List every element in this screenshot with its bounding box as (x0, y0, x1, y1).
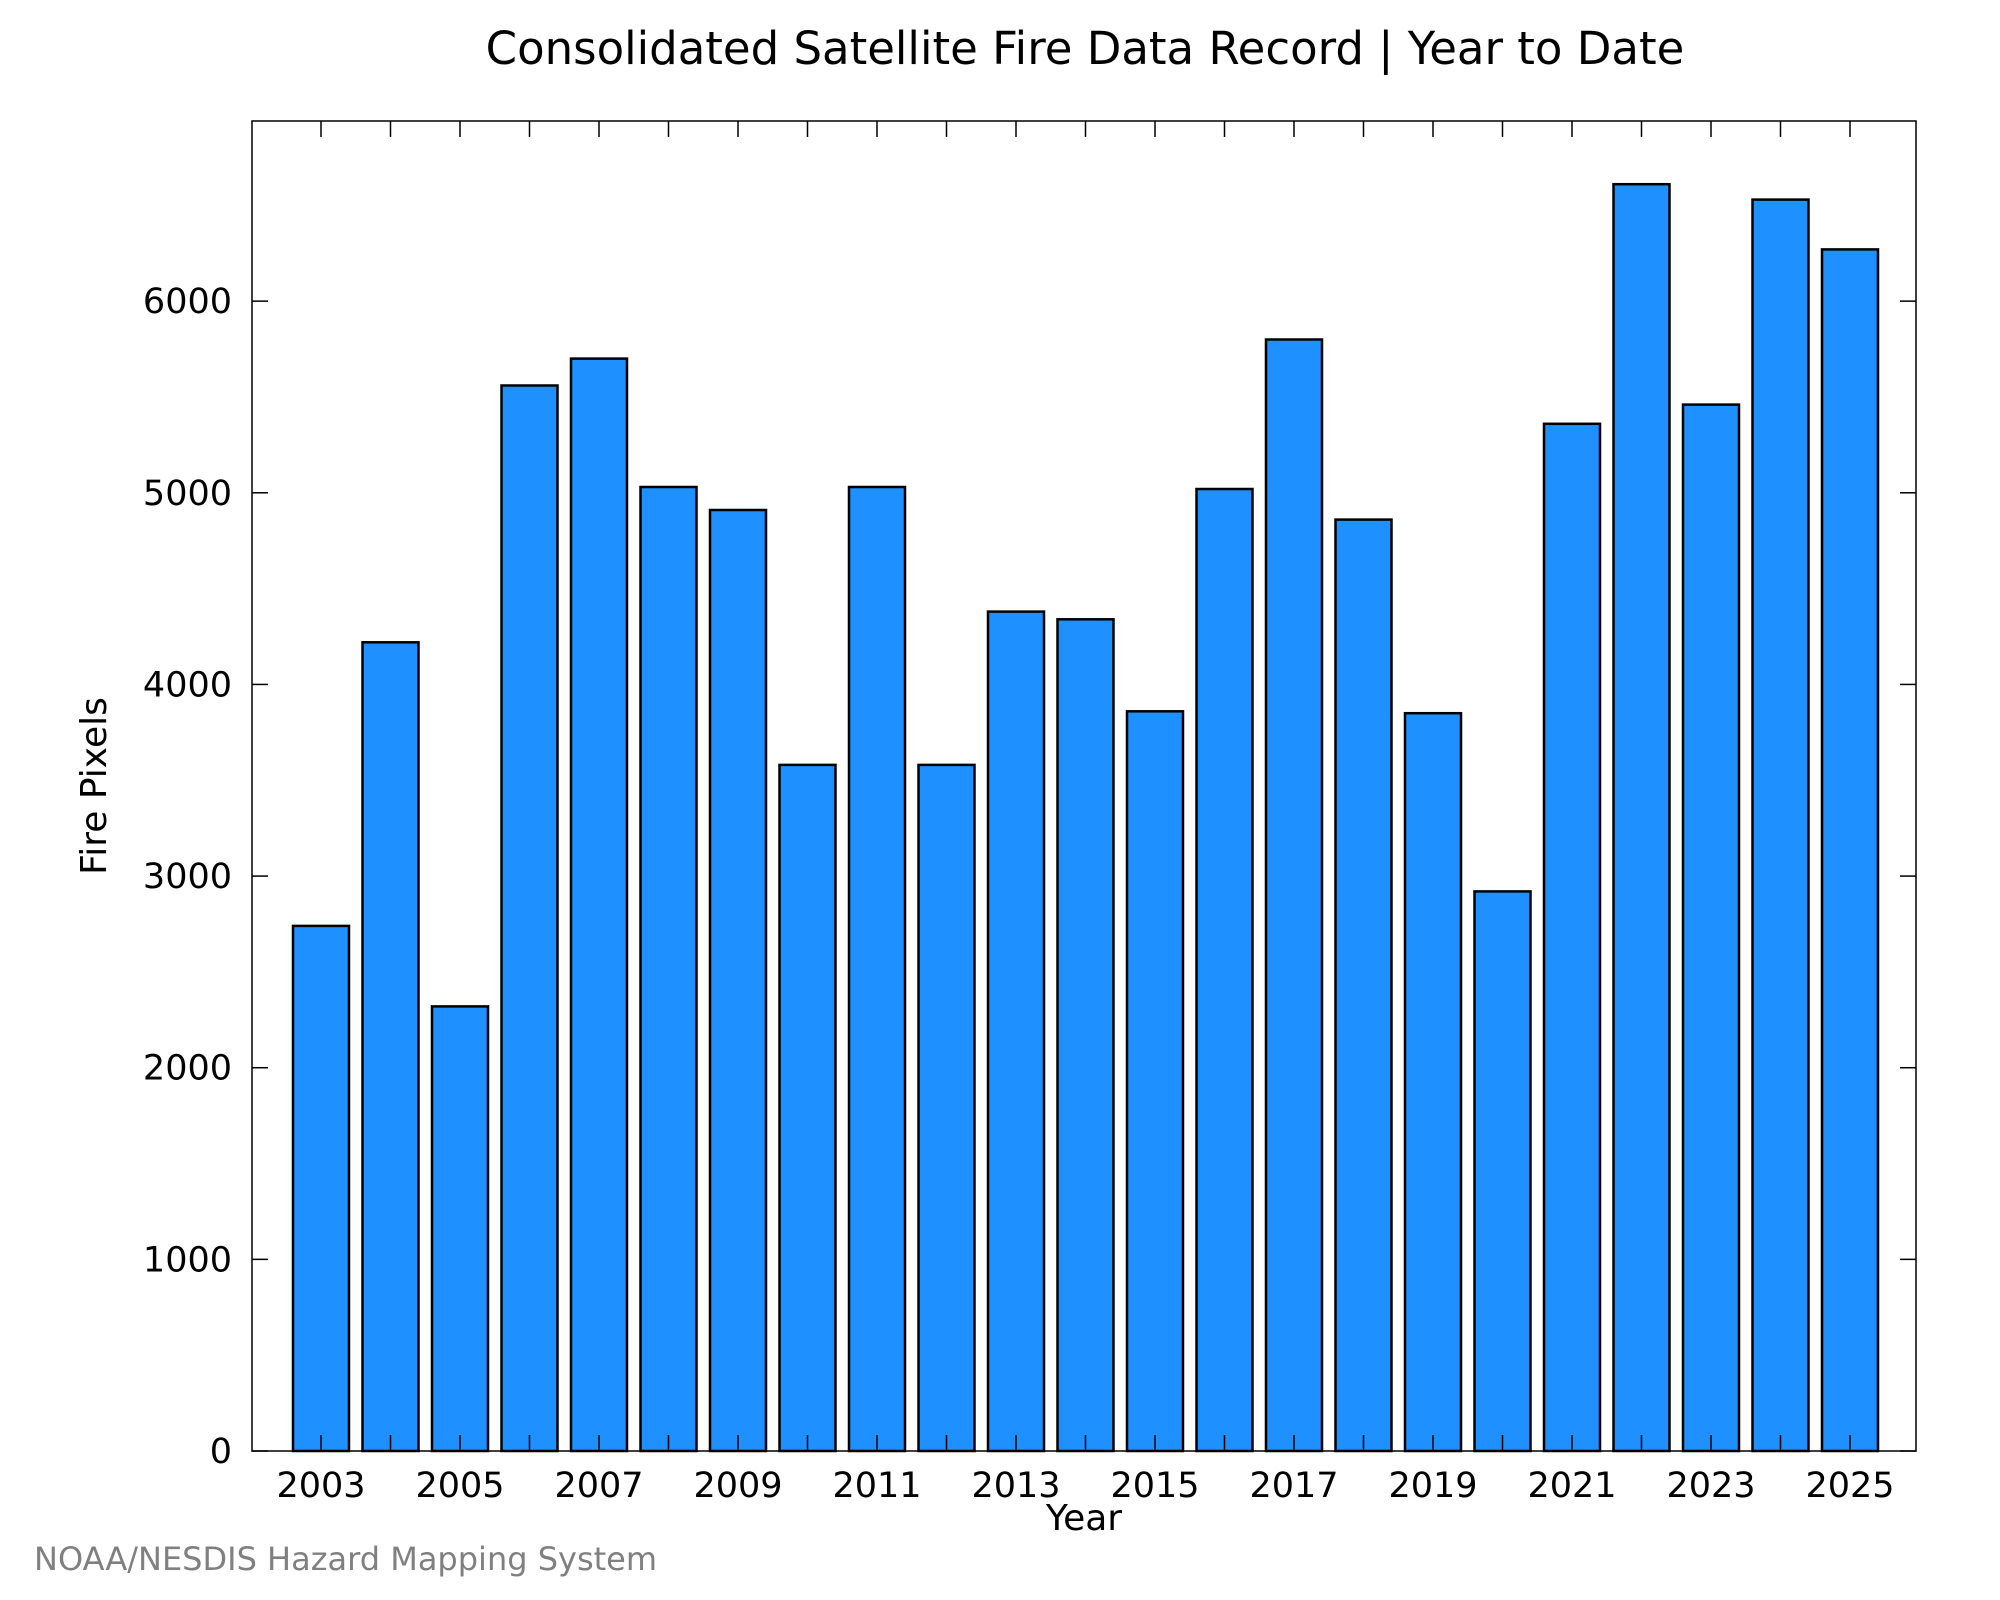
y-tick-label-3000: 3000 (143, 857, 232, 897)
y-tick-label-5000: 5000 (143, 474, 232, 514)
bar-2009 (708, 508, 768, 1453)
x-tick-label-2025: 2025 (1805, 1466, 1894, 1506)
x-tick-label-2011: 2011 (832, 1466, 921, 1506)
bar-2021 (1542, 422, 1602, 1453)
bar-2015 (1125, 710, 1185, 1453)
bar-2011 (847, 485, 907, 1453)
bar-2006 (500, 384, 559, 1453)
y-tick-label-4000: 4000 (143, 665, 232, 705)
x-tick-label-2019: 2019 (1388, 1466, 1477, 1506)
bar-2010 (778, 763, 837, 1453)
bar-2004 (361, 641, 420, 1453)
x-tick-label-2005: 2005 (415, 1466, 504, 1506)
bar-2020 (1473, 890, 1532, 1453)
bars-group (291, 182, 1880, 1453)
y-tick-label-2000: 2000 (143, 1049, 232, 1089)
bar-2012 (917, 763, 976, 1453)
bar-2017 (1264, 338, 1324, 1453)
bar-2023 (1681, 403, 1741, 1453)
x-tick-label-2015: 2015 (1110, 1466, 1199, 1506)
x-tick-label-2003: 2003 (276, 1466, 365, 1506)
bar-2022 (1612, 182, 1671, 1453)
bar-2013 (986, 610, 1046, 1453)
bar-2024 (1751, 198, 1810, 1453)
bar-2016 (1195, 487, 1254, 1453)
x-tick-label-2013: 2013 (971, 1466, 1060, 1506)
y-tick-label-1000: 1000 (143, 1240, 232, 1280)
bar-2005 (430, 1005, 490, 1453)
bar-2008 (639, 485, 698, 1453)
bar-2007 (569, 357, 629, 1453)
x-axis-ticks: 2003 2005 2007 2009 2011 2013 2015 2017 2019 2021… (276, 121, 1895, 1506)
x-tick-label-2023: 2023 (1666, 1466, 1755, 1506)
chart-title: Consolidated Satellite Fire Data Record … (486, 22, 1685, 75)
x-tick-label-2009: 2009 (693, 1466, 782, 1506)
bar-2025 (1820, 248, 1880, 1453)
x-tick-label-2017: 2017 (1249, 1466, 1338, 1506)
plot-frame (251, 120, 1917, 1452)
source-credit: NOAA/NESDIS Hazard Mapping System (34, 1540, 658, 1578)
x-tick-label-2021: 2021 (1527, 1466, 1616, 1506)
y-tick-label-0: 0 (210, 1432, 232, 1472)
bar-2019 (1403, 711, 1463, 1453)
x-axis-label: Year (1045, 1498, 1122, 1539)
y-tick-label-6000: 6000 (143, 282, 232, 322)
x-tick-label-2007: 2007 (554, 1466, 643, 1506)
bar-2018 (1334, 518, 1393, 1453)
y-axis-label: Fire Pixels (74, 697, 115, 875)
y-axis-ticks: 0 1000 2000 3000 4000 5000 6000 (143, 282, 1916, 1472)
bar-2003 (291, 924, 351, 1453)
bar-2014 (1056, 618, 1115, 1453)
